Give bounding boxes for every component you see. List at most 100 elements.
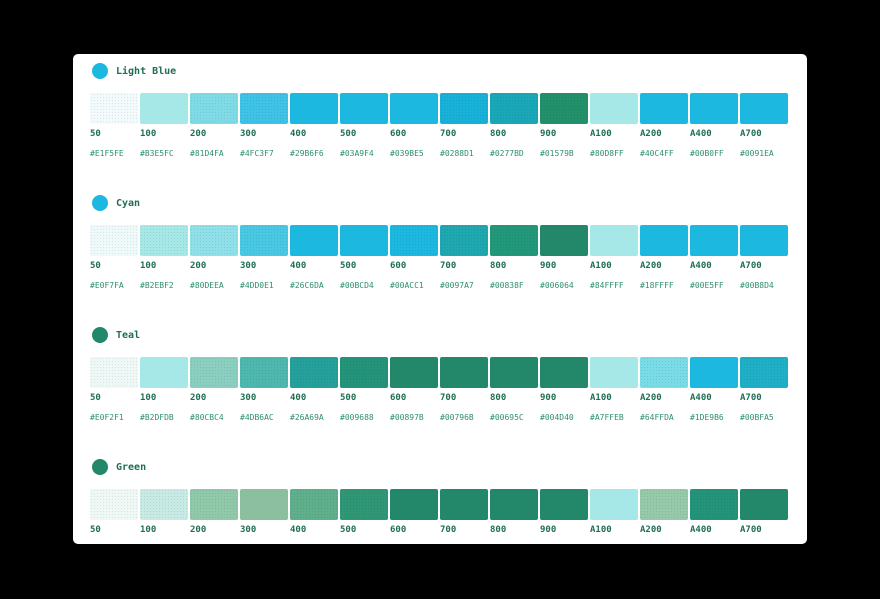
color-swatch[interactable] — [240, 225, 288, 256]
color-swatch[interactable] — [190, 357, 238, 388]
shade-label: 600 — [390, 129, 407, 139]
color-swatch[interactable] — [390, 489, 438, 520]
color-swatch[interactable] — [240, 357, 288, 388]
hex-code-row: #E1F5FE #B3E5FC #81D4FA #4FC3F7 #29B6F6 #03A9… — [90, 149, 790, 158]
color-swatch[interactable] — [740, 489, 788, 520]
shade-label: A100 — [590, 261, 612, 271]
shade-label: 800 — [490, 393, 507, 403]
color-swatch[interactable] — [540, 93, 588, 124]
color-swatch[interactable] — [690, 489, 738, 520]
color-swatch[interactable] — [140, 357, 188, 388]
shade-label-row: 50 100 200 300 400 500 600 700 800 900 A100 A200 A40… — [90, 261, 790, 271]
palette-title: Cyan — [116, 197, 141, 209]
shade-label: 400 — [290, 261, 307, 271]
shade-label: A100 — [590, 525, 612, 535]
hex-code: #00897B — [390, 413, 424, 422]
shade-label: 600 — [390, 525, 407, 535]
color-swatch[interactable] — [640, 489, 688, 520]
color-swatch[interactable] — [340, 225, 388, 256]
color-swatch[interactable] — [590, 93, 638, 124]
shade-label: A700 — [740, 129, 762, 139]
color-swatch[interactable] — [390, 225, 438, 256]
color-swatch[interactable] — [90, 357, 138, 388]
hex-code-row: #E0F2F1 #B2DFDB #80CBC4 #4DB6AC #26A69A #0096… — [90, 413, 790, 422]
color-swatch[interactable] — [190, 225, 238, 256]
color-swatch[interactable] — [290, 489, 338, 520]
color-swatch[interactable] — [540, 225, 588, 256]
hex-code: #00B8D4 — [740, 281, 774, 290]
shade-label: A400 — [690, 393, 712, 403]
shade-label: 800 — [490, 261, 507, 271]
color-swatch[interactable] — [140, 225, 188, 256]
color-swatch[interactable] — [440, 489, 488, 520]
color-swatch[interactable] — [290, 357, 338, 388]
color-swatch[interactable] — [540, 357, 588, 388]
shade-label: 200 — [190, 525, 207, 535]
shade-label: A700 — [740, 525, 762, 535]
color-swatch[interactable] — [240, 489, 288, 520]
color-swatch[interactable] — [290, 93, 338, 124]
color-swatch[interactable] — [340, 357, 388, 388]
color-swatch[interactable] — [490, 225, 538, 256]
palette-card: Light Blue 50 100 200 300 400 500 600 700 800 900 A… — [73, 54, 807, 544]
color-swatch[interactable] — [440, 93, 488, 124]
color-swatch[interactable] — [190, 93, 238, 124]
hex-code: #00695C — [490, 413, 524, 422]
color-swatch[interactable] — [690, 357, 738, 388]
color-swatch[interactable] — [190, 489, 238, 520]
shade-label: 400 — [290, 393, 307, 403]
color-swatch[interactable] — [590, 225, 638, 256]
hex-code: #64FFDA — [640, 413, 674, 422]
color-swatch[interactable] — [140, 93, 188, 124]
shade-label: A200 — [640, 261, 662, 271]
color-swatch[interactable] — [90, 93, 138, 124]
color-swatch[interactable] — [490, 357, 538, 388]
shade-label: 700 — [440, 525, 457, 535]
shade-label: A200 — [640, 393, 662, 403]
color-swatch[interactable] — [740, 225, 788, 256]
shade-label: 900 — [540, 393, 557, 403]
color-swatch[interactable] — [640, 93, 688, 124]
color-swatch[interactable] — [240, 93, 288, 124]
palette-title: Teal — [116, 329, 141, 341]
color-swatch[interactable] — [490, 489, 538, 520]
color-swatch[interactable] — [490, 93, 538, 124]
hex-code: #A7FFEB — [590, 413, 624, 422]
hex-code: #29B6F6 — [290, 149, 324, 158]
color-swatch[interactable] — [440, 357, 488, 388]
palette-section: Light Blue 50 100 200 300 400 500 600 700 800 900 A… — [73, 54, 807, 186]
color-swatch[interactable] — [540, 489, 588, 520]
color-swatch[interactable] — [440, 225, 488, 256]
color-swatch[interactable] — [290, 225, 338, 256]
color-swatch[interactable] — [590, 489, 638, 520]
color-swatch[interactable] — [640, 357, 688, 388]
color-swatch[interactable] — [740, 93, 788, 124]
swatch-row — [90, 225, 790, 256]
shade-label: A700 — [740, 393, 762, 403]
swatch-row — [90, 489, 790, 520]
color-swatch[interactable] — [340, 93, 388, 124]
palette-section: Teal 50 100 200 300 400 500 600 700 800 900 A100 A20… — [73, 318, 807, 450]
color-swatch[interactable] — [90, 489, 138, 520]
color-swatch[interactable] — [390, 357, 438, 388]
color-swatch[interactable] — [740, 357, 788, 388]
shade-label: A200 — [640, 525, 662, 535]
shade-label: 400 — [290, 129, 307, 139]
color-swatch[interactable] — [90, 225, 138, 256]
color-swatch[interactable] — [340, 489, 388, 520]
hex-code-row: #E0F7FA #B2EBF2 #80DEEA #4DD0E1 #26C6DA #00BC… — [90, 281, 790, 290]
hex-code: #84FFFF — [590, 281, 624, 290]
color-swatch[interactable] — [690, 93, 738, 124]
color-swatch[interactable] — [390, 93, 438, 124]
color-dot-icon — [92, 195, 108, 211]
shade-label: 500 — [340, 525, 357, 535]
shade-label: 50 — [90, 525, 101, 535]
palette-title: Light Blue — [116, 65, 177, 77]
shade-label: 700 — [440, 129, 457, 139]
palette-header: Teal — [92, 326, 140, 344]
shade-label: 800 — [490, 129, 507, 139]
color-swatch[interactable] — [590, 357, 638, 388]
color-swatch[interactable] — [690, 225, 738, 256]
color-swatch[interactable] — [640, 225, 688, 256]
color-swatch[interactable] — [140, 489, 188, 520]
